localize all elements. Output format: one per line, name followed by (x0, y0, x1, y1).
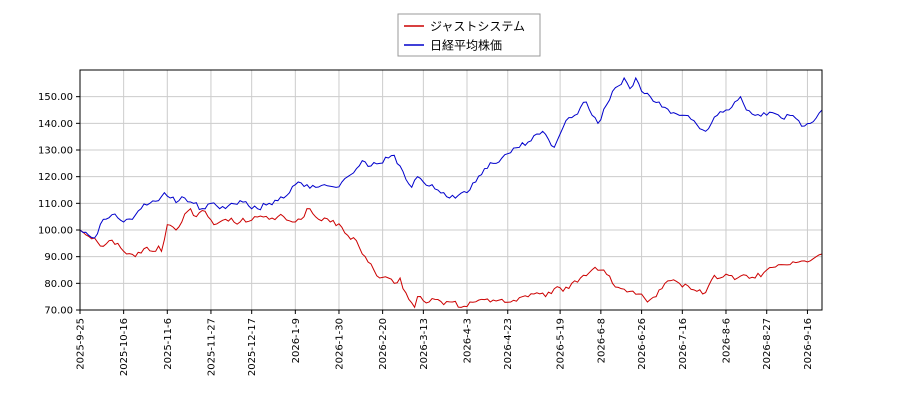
x-tick-label: 2026-5-19 (556, 318, 567, 370)
x-tick-label: 2026-2-20 (378, 318, 389, 370)
y-tick-label: 150.00 (38, 92, 73, 103)
y-tick-label: 140.00 (38, 119, 73, 130)
y-tick-label: 130.00 (38, 146, 73, 157)
legend: ジャストシステム 日経平均株価 (397, 13, 541, 57)
x-tick-label: 2026-7-16 (678, 318, 689, 370)
y-tick-label: 70.00 (44, 306, 73, 317)
series-line-nikkei (79, 76, 823, 239)
legend-box (397, 13, 541, 57)
x-tick-label: 2026-1-9 (291, 318, 302, 363)
x-tick-label: 2026-1-30 (334, 318, 345, 370)
x-tick-label: 2026-8-6 (721, 318, 732, 363)
x-tick-label: 2025-11-27 (206, 318, 217, 376)
x-tick-label: 2026-8-27 (762, 318, 773, 370)
y-tick-label: 100.00 (38, 226, 73, 237)
x-tick-label: 2026-6-8 (596, 318, 607, 363)
legend-label-nikkei: 日経平均株価 (430, 38, 502, 53)
y-tick-label: 120.00 (38, 172, 73, 183)
y-axis: 70.00 80.00 90.00 100.00 110.00 120.00 130.00 1… (38, 92, 80, 317)
x-tick-label: 2025-10-16 (119, 318, 130, 376)
x-tick-label: 2026-4-3 (463, 318, 474, 363)
y-tick-label: 80.00 (44, 279, 73, 290)
x-tick-label: 2026-4-23 (503, 318, 514, 370)
plot-frame (79, 69, 823, 311)
x-tick-label: 2026-6-26 (637, 318, 648, 370)
x-tick-label: 2026-9-16 (803, 318, 814, 370)
series-lines (79, 76, 823, 309)
x-tick-label: 2025-12-17 (247, 318, 258, 376)
x-tick-label: 2025-11-6 (163, 318, 174, 370)
x-tick-label: 2026-3-13 (419, 318, 430, 370)
x-axis: 2025-9-25 2025-10-16 2025-11-6 2025-11-27 20… (76, 310, 814, 376)
x-tick-label: 2025-9-25 (76, 318, 87, 370)
y-tick-label: 90.00 (44, 252, 73, 263)
series-line-justsystem (79, 207, 823, 309)
y-tick-label: 110.00 (38, 199, 73, 210)
legend-label-justsystem: ジャストシステム (430, 20, 525, 34)
